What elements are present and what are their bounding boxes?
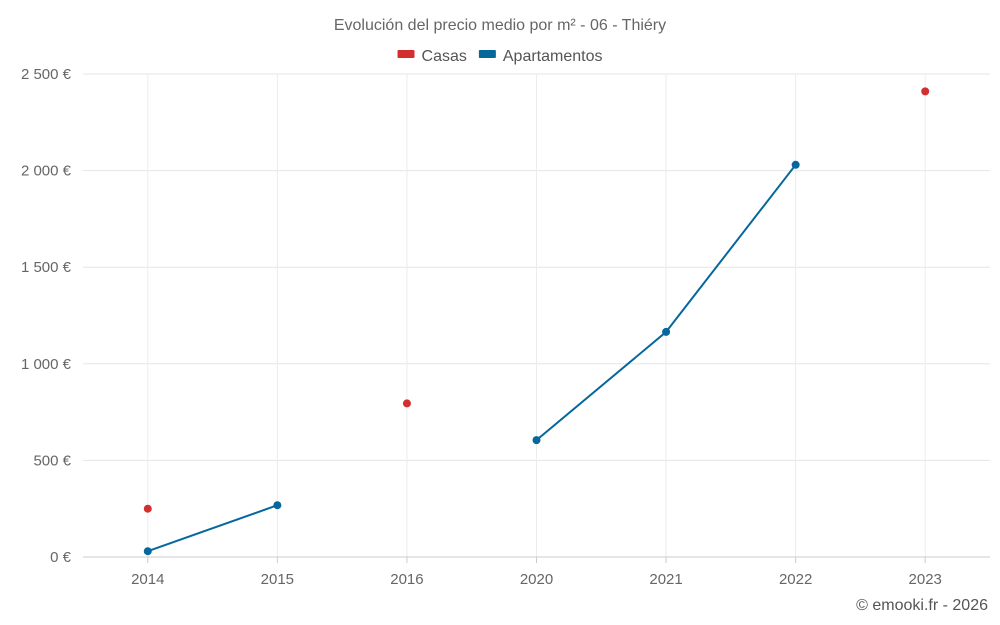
data-point[interactable] [273, 501, 282, 510]
series-apartamentos [143, 160, 800, 556]
data-point[interactable] [532, 436, 541, 445]
legend[interactable]: Casas Apartamentos [397, 48, 603, 65]
legend-label: Casas [422, 48, 467, 65]
x-tick-label: 2014 [131, 571, 164, 588]
data-point[interactable] [791, 160, 800, 169]
data-point[interactable] [662, 327, 671, 336]
series-casas [143, 87, 930, 513]
series [143, 87, 930, 556]
y-tick-label: 2 500 € [21, 66, 72, 83]
series-line-segment [665, 163, 797, 333]
x-tick-label: 2015 [261, 571, 294, 588]
data-point[interactable] [402, 399, 411, 408]
x-tick-label: 2023 [909, 571, 942, 588]
legend-item-casas[interactable]: Casas [397, 48, 467, 65]
x-tick-label: 2022 [779, 571, 812, 588]
data-point[interactable] [921, 87, 930, 96]
y-tick-label: 0 € [50, 549, 72, 566]
legend-swatch [478, 50, 496, 58]
y-tick-label: 1 000 € [21, 356, 72, 373]
y-tick-label: 2 000 € [21, 163, 72, 180]
chart-title: Evolución del precio medio por m² - 06 -… [334, 17, 666, 34]
y-tick-label: 500 € [33, 452, 71, 469]
legend-item-apartamentos[interactable]: Apartamentos [478, 48, 603, 65]
data-point[interactable] [143, 504, 152, 513]
legend-swatch [397, 50, 415, 58]
grid [83, 73, 990, 557]
x-tick-label: 2016 [390, 571, 423, 588]
data-point[interactable] [143, 547, 152, 556]
legend-label: Apartamentos [503, 48, 603, 65]
series-line-segment [146, 504, 279, 553]
x-tick-label: 2020 [520, 571, 553, 588]
axes: 0 € 500 € 1 000 € 1 500 € 2 000 € 2 500 € 2014… [21, 66, 990, 588]
series-line-segment [535, 330, 668, 442]
x-tick-label: 2021 [649, 571, 682, 588]
y-tick-label: 1 500 € [21, 259, 72, 276]
copyright: © emooki.fr - 2026 [856, 597, 988, 614]
